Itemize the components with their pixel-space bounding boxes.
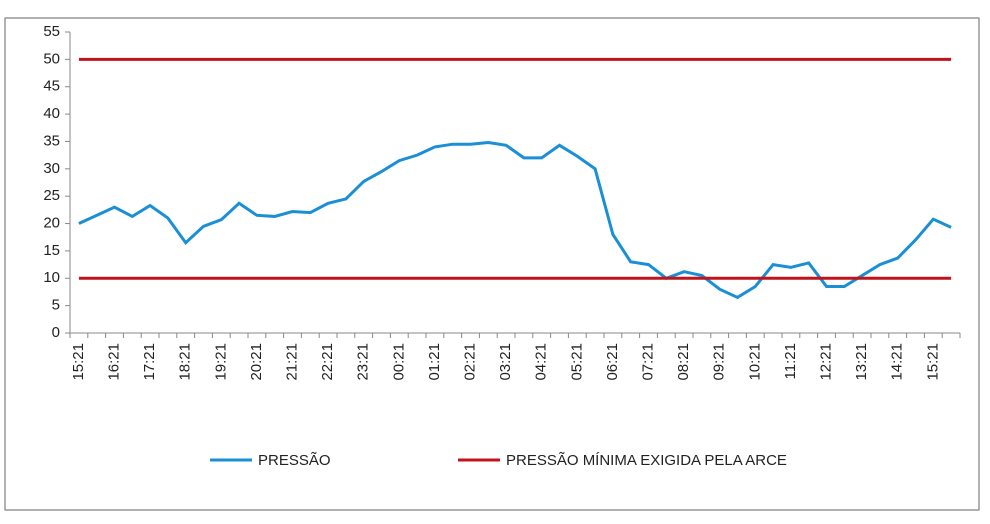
x-tick-label: 22:21 [319, 343, 336, 381]
y-tick-label: 20 [43, 215, 60, 232]
x-tick-label: 17:21 [141, 343, 158, 381]
x-tick-label: 04:21 [533, 343, 550, 381]
x-tick-label: 11:21 [782, 343, 799, 379]
x-tick-label: 15:21 [70, 343, 87, 381]
x-tick-label: 12:21 [817, 343, 834, 381]
y-tick-label: 0 [52, 324, 60, 341]
y-tick-label: 40 [43, 105, 60, 122]
y-tick-label: 25 [43, 187, 60, 204]
x-tick-label: 10:21 [746, 343, 763, 381]
x-tick-label: 03:21 [497, 343, 514, 381]
y-tick-label: 35 [43, 132, 60, 149]
y-tick-label: 5 [52, 297, 60, 314]
y-tick-label: 10 [43, 269, 60, 286]
legend-label: PRESSÃO [258, 452, 331, 469]
x-tick-label: 06:21 [604, 343, 621, 381]
series-line [78, 141, 952, 300]
x-tick-label: 21:21 [283, 343, 300, 381]
x-tick-label: 00:21 [390, 343, 407, 381]
y-tick-label: 55 [43, 23, 60, 40]
x-tick-label: 01:21 [426, 343, 443, 381]
x-tick-label: 23:21 [355, 343, 372, 381]
x-tick-label: 16:21 [105, 343, 122, 381]
legend-label: PRESSÃO MÍNIMA EXIGIDA PELA ARCE [506, 452, 787, 469]
y-tick-label: 15 [43, 242, 60, 259]
y-tick-label: 45 [43, 78, 60, 95]
x-tick-label: 02:21 [461, 343, 478, 381]
y-tick-label: 30 [43, 160, 60, 177]
x-tick-label: 19:21 [212, 343, 229, 381]
x-tick-label: 15:21 [924, 343, 941, 381]
x-tick-label: 08:21 [675, 343, 692, 381]
x-tick-label: 20:21 [248, 343, 265, 381]
y-tick-label: 50 [43, 50, 60, 67]
chart-frame [4, 17, 980, 511]
x-tick-label: 18:21 [177, 343, 194, 381]
x-tick-label: 05:21 [568, 343, 585, 381]
x-tick-label: 14:21 [889, 343, 906, 381]
x-tick-label: 09:21 [711, 343, 728, 381]
x-tick-label: 07:21 [639, 343, 656, 381]
x-tick-label: 13:21 [853, 343, 870, 381]
